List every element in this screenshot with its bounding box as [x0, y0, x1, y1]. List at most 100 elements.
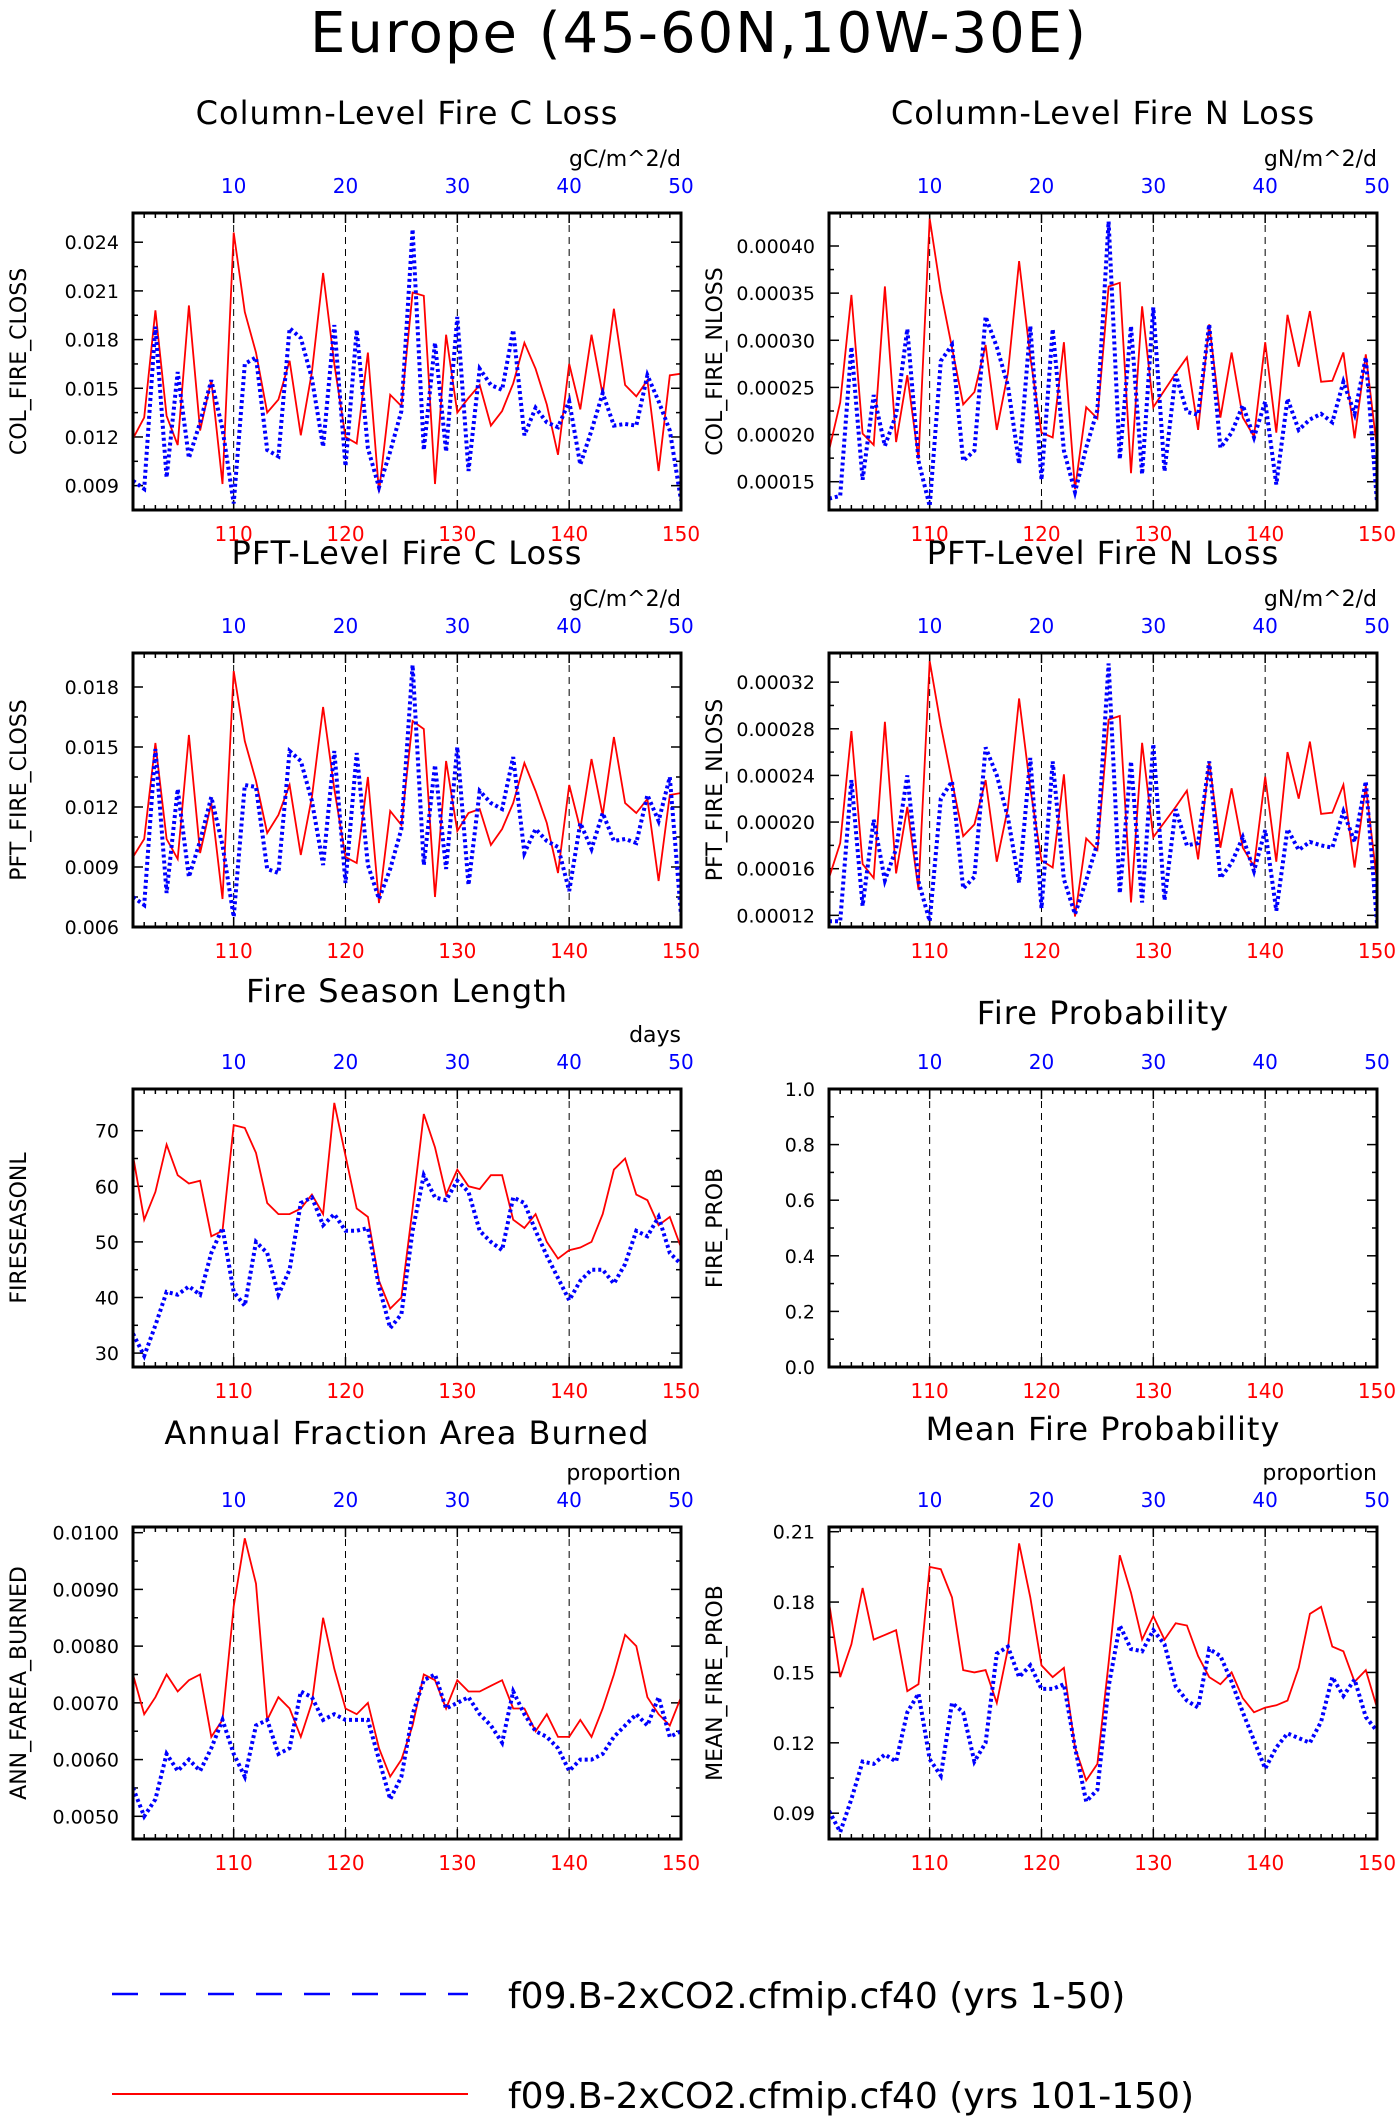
x-tick-label-top: 50 — [668, 1050, 693, 1074]
x-tick-label-bottom: 150 — [1358, 1851, 1396, 1875]
y-axis-label: FIRE_PROB — [703, 1168, 728, 1288]
chart-title: Annual Fraction Area Burned — [164, 1414, 649, 1452]
x-tick-label-top: 30 — [1141, 1050, 1166, 1074]
series-line-yrs-1-50 — [829, 1619, 1377, 1838]
chart-panel-3: PFT-Level Fire C Loss gC/m^2/d PFT_FIRE_CL… — [7, 534, 700, 963]
legend-label-series2: f09.B-2xCO2.cfmip.cf40 (yrs 101-150) — [508, 2076, 1194, 2117]
chart-title: Column-Level Fire N Loss — [891, 94, 1315, 132]
x-tick-label-bottom: 130 — [438, 522, 476, 546]
legend-label-series1: f09.B-2xCO2.cfmip.cf40 (yrs 1-50) — [508, 1976, 1125, 2017]
chart-panel-4: PFT-Level Fire N Loss gN/m^2/d PFT_FIRE_NL… — [703, 534, 1396, 963]
x-tick-label-top: 20 — [1029, 174, 1054, 198]
x-tick-label-top: 40 — [556, 614, 581, 638]
x-tick-label-bottom: 140 — [1246, 522, 1284, 546]
x-tick-label-top: 10 — [917, 1050, 942, 1074]
y-tick-label: 0.024 — [65, 232, 119, 254]
x-tick-label-top: 30 — [445, 174, 470, 198]
chart-title: PFT-Level Fire C Loss — [232, 534, 583, 572]
x-tick-label-bottom: 120 — [326, 1379, 364, 1403]
y-tick-label: 0.0100 — [53, 1523, 119, 1545]
series-line-yrs-1-50 — [829, 221, 1377, 507]
x-tick-label-bottom: 140 — [550, 939, 588, 963]
x-tick-label-bottom: 150 — [1358, 1379, 1396, 1403]
x-tick-label-top: 50 — [1364, 1050, 1389, 1074]
x-tick-label-bottom: 150 — [662, 1379, 700, 1403]
x-tick-label-bottom: 120 — [1022, 939, 1060, 963]
x-tick-label-bottom: 140 — [1246, 939, 1284, 963]
legend: f09.B-2xCO2.cfmip.cf40 (yrs 1-50) f09.B-… — [112, 1976, 1194, 2117]
plot-frame — [131, 211, 683, 512]
x-tick-label-bottom: 130 — [438, 1379, 476, 1403]
y-tick-label: 0.018 — [65, 330, 119, 352]
x-tick-label-top: 30 — [1141, 1488, 1166, 1512]
x-tick-label-top: 10 — [917, 174, 942, 198]
y-tick-label: 0.00035 — [736, 283, 815, 305]
x-tick-label-top: 50 — [1364, 614, 1389, 638]
x-tick-label-top: 20 — [1029, 1488, 1054, 1512]
y-tick-label: 0.015 — [65, 737, 119, 759]
series-line-yrs-101-150 — [829, 1543, 1377, 1783]
chart-title: Column-Level Fire C Loss — [196, 94, 619, 132]
series-line-yrs-101-150 — [133, 1102, 681, 1311]
y-tick-label: 0.00032 — [736, 672, 815, 694]
y-tick-label: 0.00015 — [736, 472, 815, 494]
x-tick-label-bottom: 130 — [438, 939, 476, 963]
y-tick-label: 50 — [95, 1232, 119, 1254]
chart-title: Fire Probability — [977, 994, 1229, 1032]
chart-panel-5: Fire Season Length days FIRESEASONL 110 120 1… — [7, 972, 700, 1403]
y-tick-label: 0.12 — [773, 1733, 815, 1755]
plot-frame — [131, 1525, 683, 1841]
plot-frame — [827, 1087, 1379, 1369]
y-tick-label: 0.018 — [65, 677, 119, 699]
x-tick-label-top: 50 — [1364, 1488, 1389, 1512]
x-tick-label-bottom: 130 — [1134, 1379, 1172, 1403]
y-tick-label: 0.0060 — [53, 1750, 119, 1772]
y-tick-label: 0.00040 — [736, 236, 815, 258]
x-tick-label-top: 10 — [221, 614, 246, 638]
x-tick-label-top: 20 — [333, 614, 358, 638]
x-tick-label-bottom: 150 — [1358, 939, 1396, 963]
y-tick-label: 0.00020 — [736, 812, 815, 834]
series-line-yrs-101-150 — [829, 218, 1377, 490]
figure-title: Europe (45-60N,10W-30E) — [310, 1, 1088, 66]
chart-panel-8: Mean Fire Probability proportion MEAN_FIRE… — [703, 1410, 1396, 1875]
units-label: gN/m^2/d — [1264, 587, 1377, 612]
y-tick-label: 0.4 — [785, 1246, 815, 1268]
y-axis-label: PFT_FIRE_CLOSS — [7, 699, 32, 880]
plot-frame — [827, 211, 1379, 512]
chart-panel-7: Annual Fraction Area Burned proportion ANN… — [7, 1414, 700, 1875]
x-tick-label-top: 10 — [221, 174, 246, 198]
y-tick-label: 0.21 — [773, 1522, 815, 1544]
units-label: gN/m^2/d — [1264, 147, 1377, 172]
x-tick-label-bottom: 150 — [662, 522, 700, 546]
x-tick-label-bottom: 130 — [1134, 939, 1172, 963]
series-line-yrs-101-150 — [133, 232, 681, 493]
x-tick-label-bottom: 110 — [911, 939, 949, 963]
y-tick-label: 0.012 — [65, 427, 119, 449]
plot-frame — [131, 651, 683, 929]
x-tick-label-bottom: 110 — [215, 1379, 253, 1403]
x-tick-label-top: 20 — [333, 1488, 358, 1512]
y-tick-label: 0.6 — [785, 1190, 815, 1212]
y-axis-label: FIRESEASONL — [7, 1152, 32, 1304]
y-tick-label: 30 — [95, 1343, 119, 1365]
x-tick-label-top: 30 — [445, 1488, 470, 1512]
units-label: gC/m^2/d — [569, 587, 681, 612]
y-tick-label: 0.0080 — [53, 1636, 119, 1658]
x-tick-label-bottom: 110 — [911, 1379, 949, 1403]
plot-frame — [131, 1087, 683, 1369]
x-tick-label-top: 30 — [1141, 174, 1166, 198]
y-tick-label: 0.009 — [65, 476, 119, 498]
units-label: proportion — [566, 1461, 681, 1486]
y-tick-label: 0.00024 — [736, 765, 815, 787]
series-line-yrs-101-150 — [829, 661, 1377, 917]
x-tick-label-bottom: 150 — [662, 939, 700, 963]
panels: Column-Level Fire C Loss gC/m^2/d COL_FIRE… — [7, 94, 1396, 1875]
y-axis-label: COL_FIRE_CLOSS — [7, 268, 32, 455]
x-tick-label-top: 10 — [221, 1050, 246, 1074]
x-tick-label-bottom: 140 — [550, 1379, 588, 1403]
x-tick-label-bottom: 110 — [215, 1851, 253, 1875]
y-tick-label: 0.8 — [785, 1135, 815, 1157]
y-tick-label: 0.00028 — [736, 719, 815, 741]
